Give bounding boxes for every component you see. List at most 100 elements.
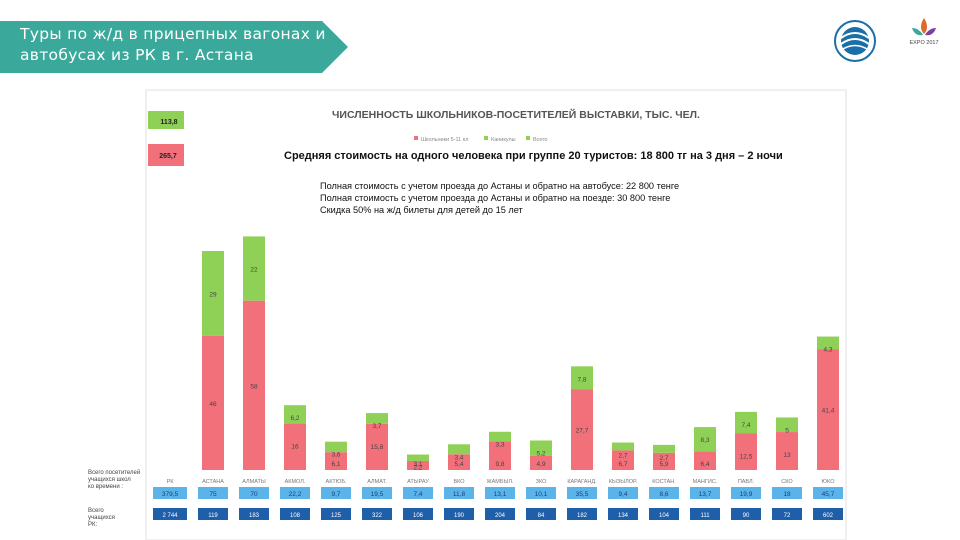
bar-schoolchildren-label: 6,7 [618, 461, 627, 468]
total-cell [403, 508, 433, 520]
visitors-cell [362, 487, 392, 499]
visitors-row-label-line: ко времени : [88, 484, 124, 490]
bar-schoolchildren [202, 335, 224, 470]
bar-schoolchildren-label: 6,4 [700, 461, 709, 468]
total-cell [153, 508, 187, 520]
bar-holidays-label: 5,2 [536, 451, 545, 458]
total-value: 183 [249, 513, 260, 519]
bar-schoolchildren [448, 454, 470, 470]
visitors-cell [239, 487, 269, 499]
category-label: ПАВЛ. [738, 479, 755, 485]
category-label: ЗКО [536, 479, 547, 485]
category-label: КЫЗЫЛОР. [609, 479, 638, 485]
total-cell [690, 508, 720, 520]
bar-schoolchildren-label: 9,8 [495, 461, 504, 468]
bus-cost-line: Полная стоимость с учетом проезда до Аст… [320, 181, 680, 191]
total-value: 106 [413, 513, 424, 519]
category-label: МАНГИС. [693, 479, 718, 485]
category-label: ЖАМБЫЛ. [487, 479, 514, 485]
bar-schoolchildren [612, 450, 634, 470]
visitors-value: 10,1 [535, 491, 548, 498]
train-cost-line: Полная стоимость с учетом проезда до Аст… [320, 193, 671, 203]
visitors-cell [403, 487, 433, 499]
bar-schoolchildren [817, 349, 839, 470]
bar-schoolchildren [571, 389, 593, 470]
bar-schoolchildren-label: 5,9 [659, 461, 668, 468]
bar-holidays [571, 366, 593, 390]
discount-line: Скидка 50% на ж/д билеты для детей до 15… [320, 205, 523, 215]
category-label: АКМОЛ. [285, 479, 306, 485]
chart-frame [145, 89, 847, 540]
bar-holidays [735, 411, 757, 434]
visitors-cell [198, 487, 228, 499]
category-label: АЛМАТ. [367, 479, 387, 485]
bar-holidays [612, 442, 634, 451]
visitors-value: 75 [209, 491, 217, 498]
bar-holidays-label: 2,7 [659, 455, 668, 462]
visitors-cell [280, 487, 310, 499]
bar-holidays-label: 2,2 [413, 465, 422, 472]
visitors-value: 9,4 [618, 491, 627, 498]
total-value: 322 [372, 513, 383, 519]
legend-label: Всего [533, 137, 547, 143]
bar-holidays [202, 251, 224, 336]
bar-holidays-label: 6,2 [290, 415, 299, 422]
visitors-value: 19,9 [740, 491, 753, 498]
bar-schoolchildren-label: 27,7 [576, 428, 589, 435]
total-cell [444, 508, 474, 520]
bar-holidays-label: 3,6 [331, 452, 340, 459]
total-cell [362, 508, 392, 520]
total-value: 602 [823, 513, 834, 519]
visitors-value: 22,2 [289, 491, 302, 498]
bar-schoolchildren-label: 6,1 [331, 461, 340, 468]
total-value: 104 [659, 513, 670, 519]
visitors-cell [608, 487, 638, 499]
visitors-value: 8,6 [659, 491, 668, 498]
category-label: ВКО [453, 479, 465, 485]
bar-schoolchildren-label: 12,5 [740, 454, 753, 461]
cost-details: Полная стоимость с учетом проезда до Аст… [320, 180, 679, 216]
category-label: АКТЮБ. [326, 479, 347, 485]
total-row-label: Всего учащихся РК: [88, 508, 115, 529]
bar-schoolchildren-label: 46 [209, 401, 217, 408]
category-label: КОСТАН. [652, 479, 676, 485]
title-banner [0, 21, 348, 73]
bar-holidays [489, 431, 511, 442]
category-label: СКО [781, 479, 793, 485]
legend-swatch [414, 136, 418, 140]
total-value: 125 [331, 513, 342, 519]
total-cell [485, 508, 515, 520]
bar-holidays-label: 8,3 [700, 437, 709, 444]
total-cell [526, 508, 556, 520]
total-cell [198, 508, 228, 520]
visitors-value: 13,7 [699, 491, 712, 498]
total-box-green [148, 111, 184, 129]
total-value: 134 [618, 513, 629, 519]
bar-schoolchildren-label: 15,8 [371, 444, 384, 451]
total-value: 119 [208, 513, 218, 519]
bar-holidays-label: 7,4 [741, 422, 750, 429]
visitors-value: 19,5 [371, 491, 384, 498]
legend-swatch [484, 136, 488, 140]
bar-holidays [776, 417, 798, 433]
bar-schoolchildren [694, 451, 716, 470]
bar-holidays [530, 440, 552, 456]
bar-schoolchildren [325, 452, 347, 470]
visitors-cell [772, 487, 802, 499]
total-value: 72 [784, 513, 791, 519]
visitors-row-label: Всего посетителей учащихся школ ко време… [88, 470, 140, 491]
visitors-value: 9,7 [331, 491, 340, 498]
total-cell [567, 508, 597, 520]
visitors-cell [649, 487, 679, 499]
visitors-value: 379,5 [162, 491, 179, 498]
visitors-value: 45,7 [822, 491, 835, 498]
expo-logo-icon [912, 18, 936, 36]
visitors-value: 18 [783, 491, 791, 498]
legend-label: Каникулы [491, 137, 516, 143]
bar-schoolchildren [243, 300, 265, 470]
bar-holidays-label: 4,3 [823, 347, 832, 354]
bar-holidays [694, 427, 716, 452]
total-cell [608, 508, 638, 520]
total-box-pink-value: 265,7 [159, 153, 177, 160]
